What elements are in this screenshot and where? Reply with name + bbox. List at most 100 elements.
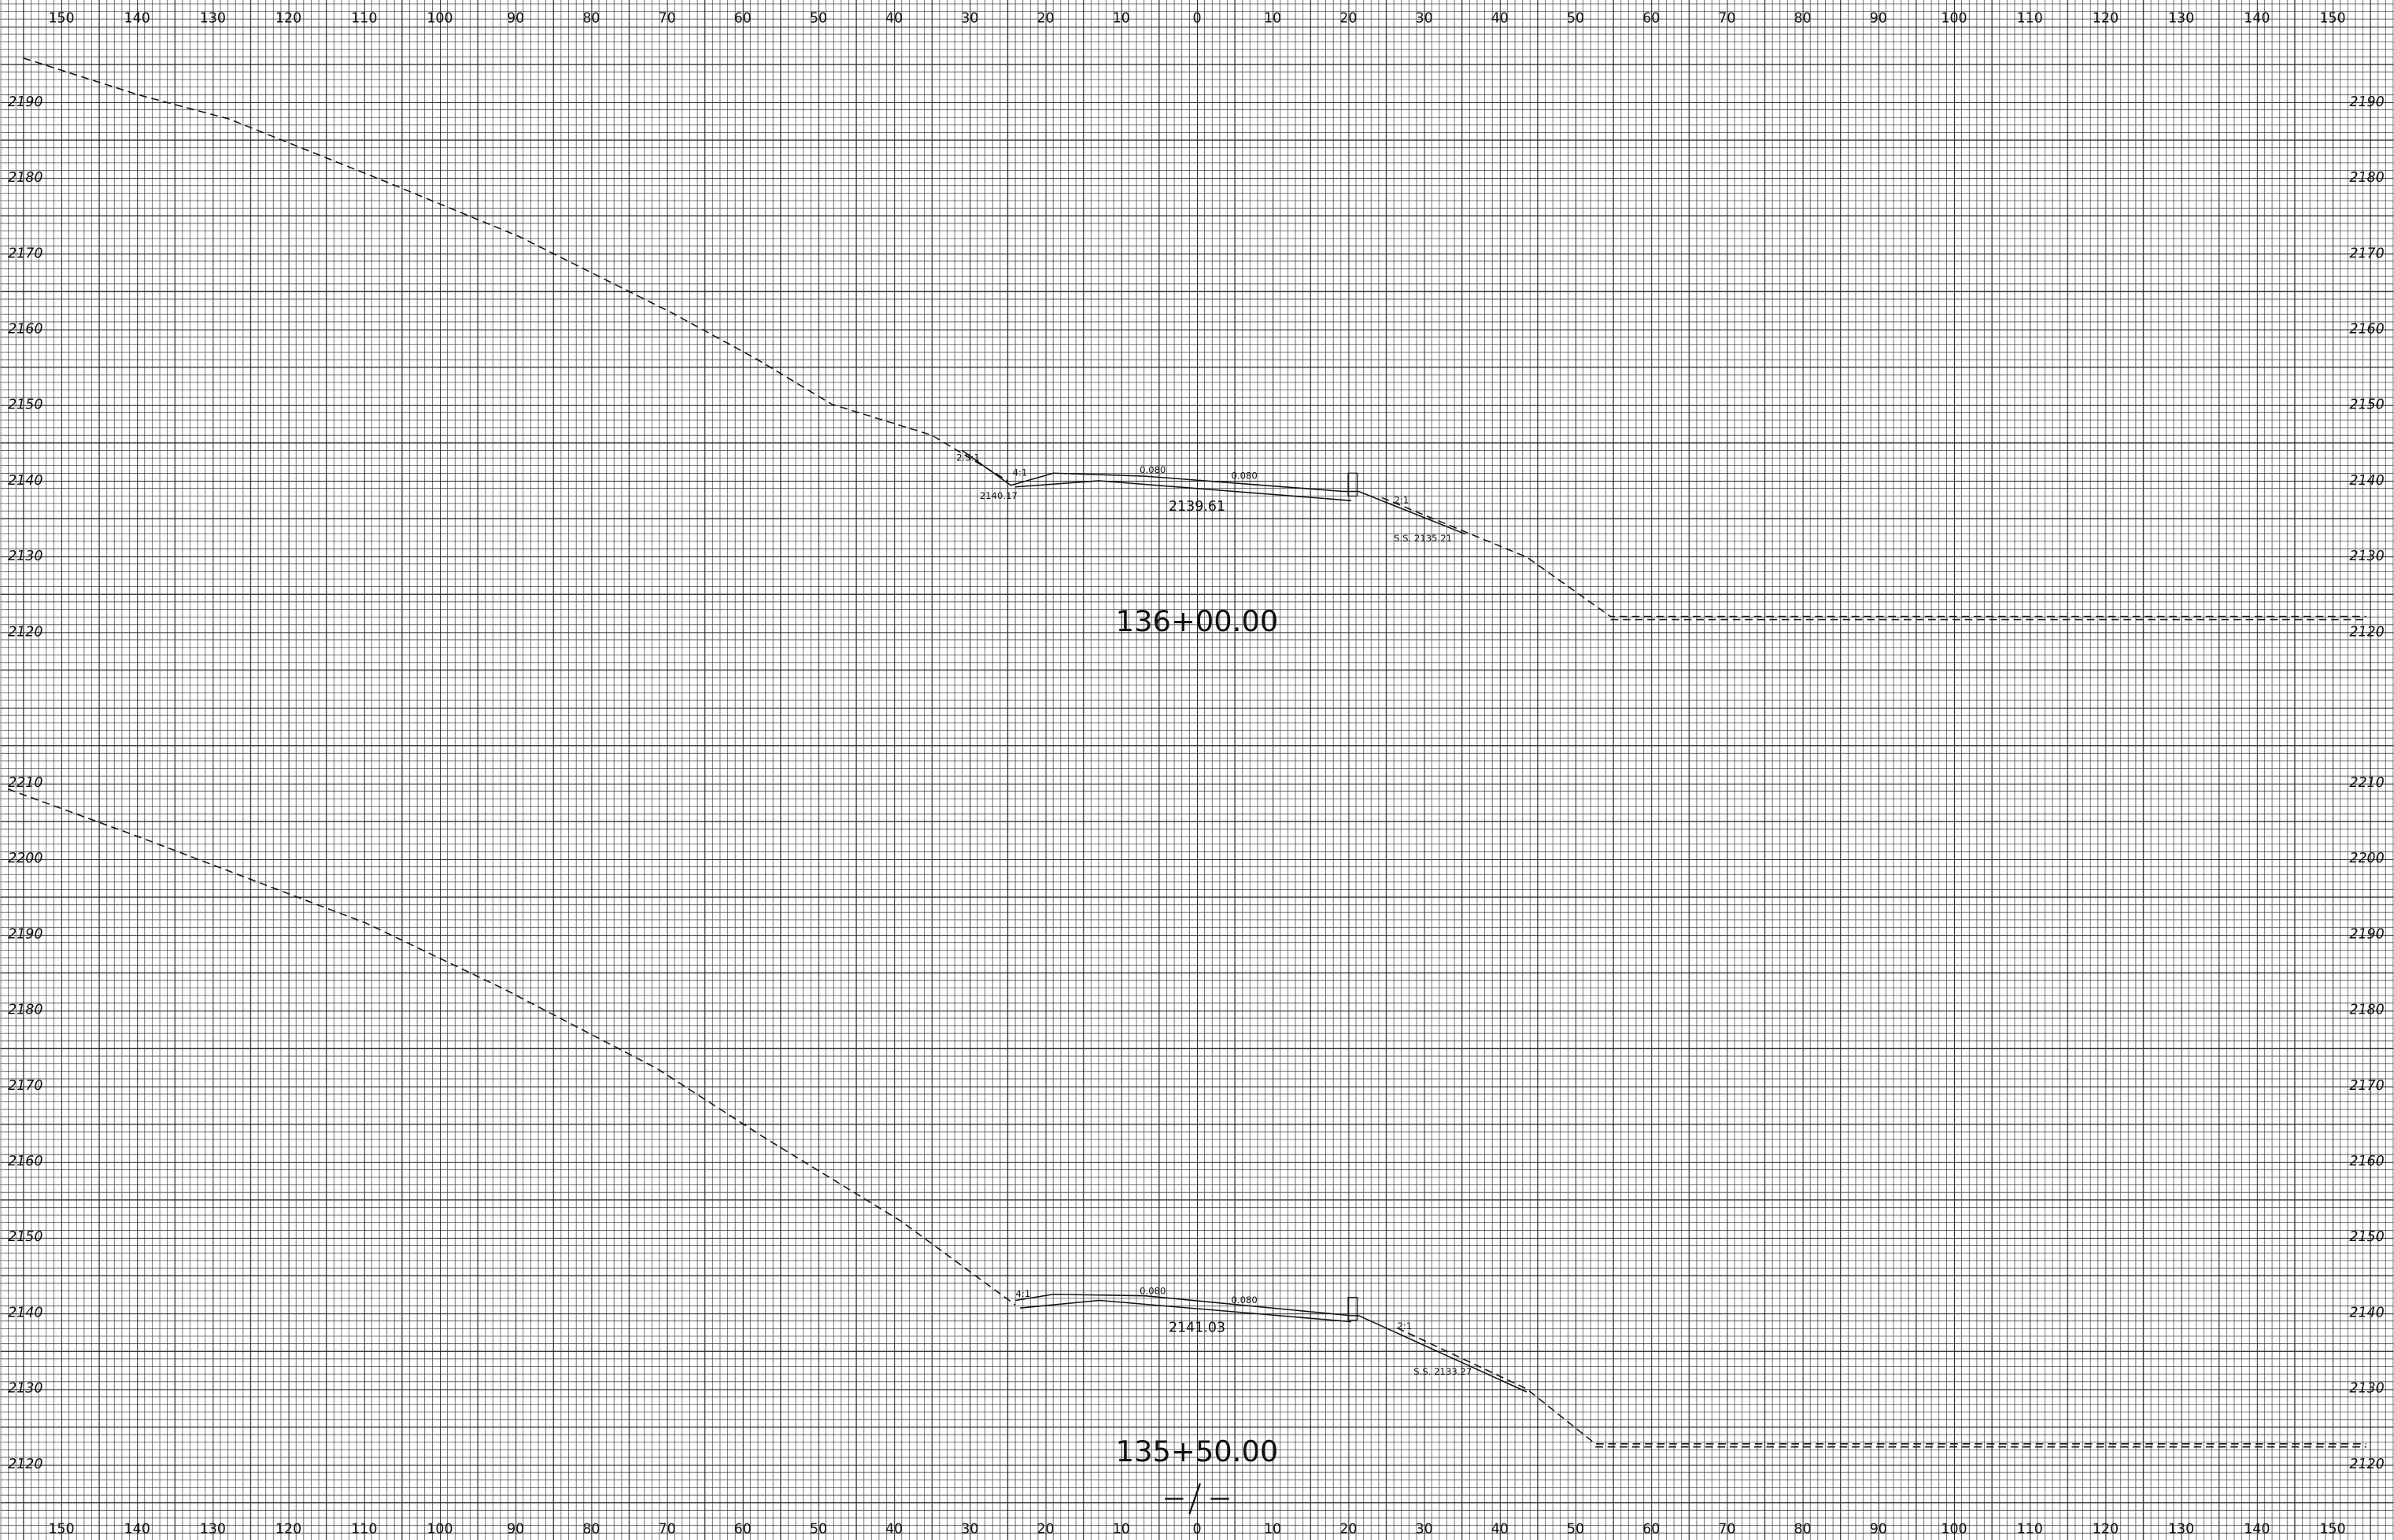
elevation-label: 2190 [2349, 926, 2384, 942]
elevation-label: 2140 [2349, 473, 2384, 489]
offset-label: 110 [351, 10, 377, 26]
annotation: 2:1 [1395, 495, 1409, 506]
offset-label: 130 [200, 1521, 226, 1537]
elevation-label: 2170 [2349, 246, 2384, 261]
offset-label: 120 [275, 10, 301, 26]
offset-label: 50 [810, 1521, 827, 1537]
offset-label: 120 [2093, 10, 2119, 26]
elevation-label: 2160 [8, 322, 42, 338]
offset-label: 0 [1192, 1521, 1201, 1537]
annotation: 2139.61 [1169, 499, 1225, 515]
offset-label: 10 [1264, 10, 1281, 26]
offset-label: 20 [1036, 1521, 1054, 1537]
elevation-label: 2180 [8, 170, 42, 186]
elevation-label: 2200 [2349, 851, 2384, 866]
offset-label: 50 [810, 10, 827, 26]
elevation-label: 2180 [8, 1003, 42, 1018]
offset-label: 50 [1567, 10, 1584, 26]
offset-label: 120 [2093, 1521, 2119, 1537]
existing-ground [7, 788, 1016, 1305]
elevation-label: 2150 [2349, 1229, 2384, 1245]
elevation-label: 2190 [8, 94, 42, 110]
offset-label: 90 [1870, 10, 1887, 26]
offset-label: 40 [885, 1521, 903, 1537]
annotation: 2140.17 [980, 490, 1018, 501]
offset-label: 70 [658, 1521, 675, 1537]
offset-label: 70 [658, 10, 675, 26]
existing-ground [1381, 497, 2366, 621]
offset-label: 0 [1192, 10, 1201, 26]
offset-label: 100 [427, 1521, 453, 1537]
offset-label: 10 [1113, 1521, 1130, 1537]
offset-label: 150 [48, 10, 74, 26]
elevation-label: 2120 [8, 624, 42, 640]
elevation-label: 2120 [2349, 1457, 2384, 1472]
offset-label: 80 [1794, 10, 1812, 26]
offset-label: 140 [2244, 1521, 2270, 1537]
elevation-label: 2170 [2349, 1078, 2384, 1094]
elevation-label: 2130 [2349, 1381, 2384, 1397]
offset-label: 100 [1941, 1521, 1967, 1537]
station-label: 136+00.00 [1116, 604, 1279, 638]
offset-label: 60 [1642, 10, 1660, 26]
offset-label: 140 [2244, 10, 2270, 26]
offset-label: 10 [1113, 10, 1130, 26]
elevation-label: 2150 [8, 397, 42, 413]
elevation-label: 2120 [8, 1457, 42, 1472]
existing-ground [1396, 1327, 2366, 1448]
curb [1347, 1297, 1358, 1321]
elevation-label: 2160 [8, 1154, 42, 1169]
centerline-symbol [1165, 1483, 1229, 1515]
elevation-label: 2190 [8, 926, 42, 942]
offset-label: 150 [2319, 1521, 2345, 1537]
elevation-label: 2130 [8, 1381, 42, 1397]
offset-label: 150 [2319, 10, 2345, 26]
elevation-label: 2150 [8, 1229, 42, 1245]
annotation: S.S. 2135.21 [1394, 533, 1452, 544]
offset-label: 40 [1491, 10, 1509, 26]
elevation-label: 2170 [8, 246, 42, 261]
offset-label: 80 [1794, 1521, 1812, 1537]
elevation-label: 2130 [2349, 548, 2384, 564]
offset-label: 30 [1416, 10, 1433, 26]
offset-label: 150 [48, 1521, 74, 1537]
offset-label: 120 [275, 1521, 301, 1537]
offset-label: 30 [961, 10, 978, 26]
elevation-label: 2130 [8, 548, 42, 564]
annotation: 4:1 [1016, 1288, 1031, 1299]
annotation: 0.080 [1140, 464, 1166, 475]
offset-label: 30 [1416, 1521, 1433, 1537]
offset-label: 60 [1642, 1521, 1660, 1537]
elevation-label: 2210 [8, 775, 42, 791]
elevation-label: 2140 [8, 1305, 42, 1320]
annotation: 2:1 [1397, 1320, 1412, 1331]
offset-label: 100 [1941, 10, 1967, 26]
annotation: 0.080 [1231, 471, 1257, 482]
offset-label: 10 [1264, 1521, 1281, 1537]
elevation-label: 2200 [8, 851, 42, 866]
annotation: 2.5:1 [956, 452, 980, 463]
offset-label: 70 [1718, 10, 1735, 26]
elevation-label: 2210 [2349, 775, 2384, 791]
offset-label: 80 [582, 1521, 600, 1537]
elevation-label: 2180 [2349, 170, 2384, 186]
design-section [961, 449, 1466, 535]
annotation: S.S. 2133.27 [1413, 1366, 1472, 1377]
elevation-label: 2170 [8, 1078, 42, 1094]
offset-label: 60 [734, 10, 752, 26]
offset-label: 20 [1036, 10, 1054, 26]
elevation-label: 2150 [2349, 397, 2384, 413]
elevation-label: 2160 [2349, 322, 2384, 338]
elevation-label: 2140 [8, 473, 42, 489]
curb [1347, 472, 1358, 497]
annotation: 2141.03 [1169, 1320, 1225, 1335]
elevation-label: 2140 [2349, 1305, 2384, 1320]
offset-label: 130 [2168, 10, 2194, 26]
offset-label: 90 [507, 1521, 524, 1537]
offset-label: 140 [124, 10, 150, 26]
offset-label: 130 [200, 10, 226, 26]
offset-label: 90 [1870, 1521, 1887, 1537]
